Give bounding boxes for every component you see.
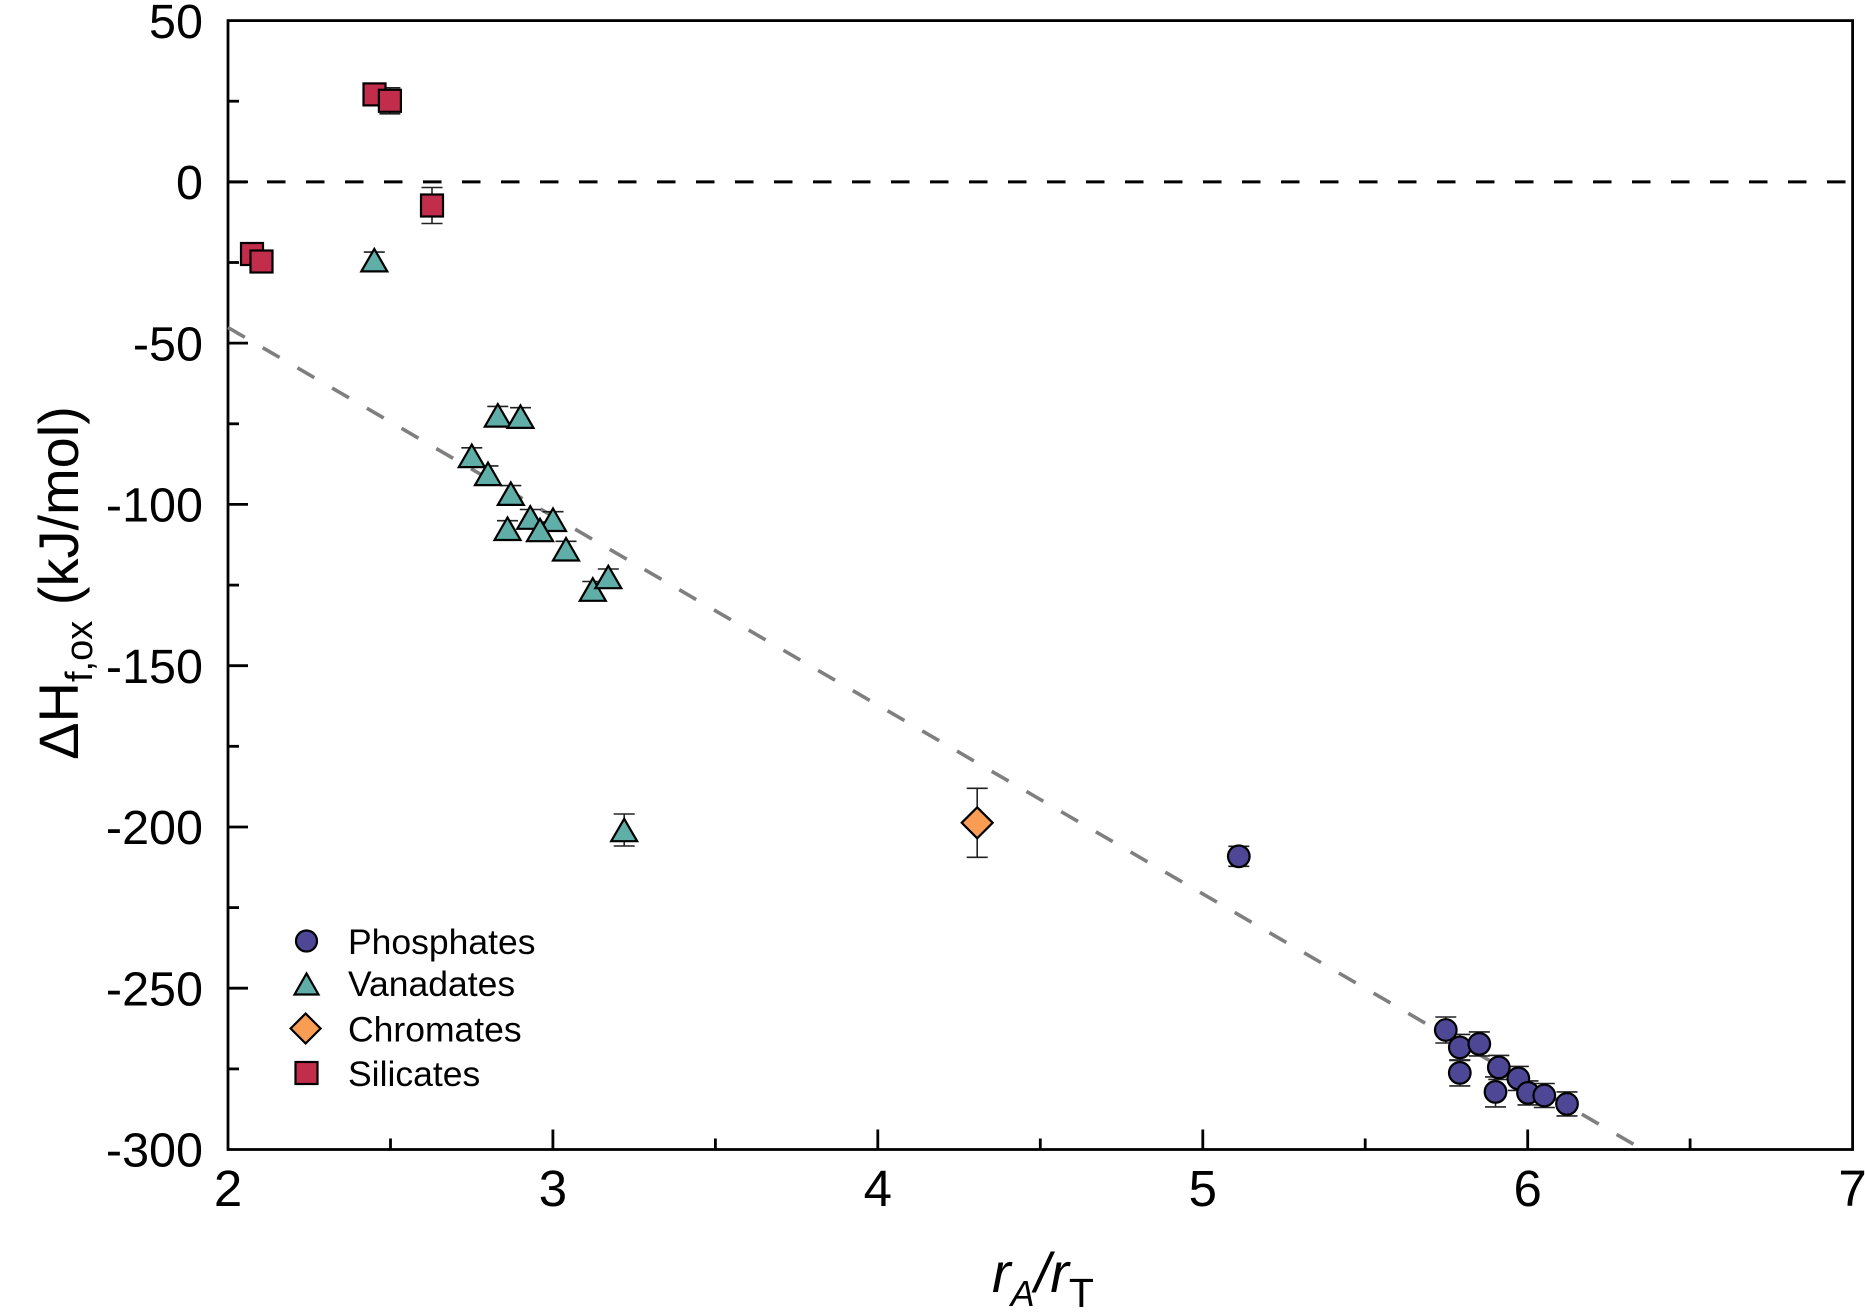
- svg-text:-200: -200: [106, 801, 203, 855]
- svg-text:Vanadates: Vanadates: [348, 964, 515, 1004]
- svg-text:-100: -100: [106, 479, 203, 533]
- svg-text:5: 5: [1189, 1160, 1217, 1217]
- svg-text:Chromates: Chromates: [348, 1010, 522, 1050]
- svg-text:Silicates: Silicates: [348, 1054, 480, 1094]
- svg-text:7: 7: [1838, 1160, 1865, 1217]
- svg-text:2: 2: [214, 1160, 242, 1217]
- svg-text:rA/rT: rA/rT: [992, 1241, 1094, 1310]
- svg-text:Phosphates: Phosphates: [348, 922, 536, 962]
- svg-text:-150: -150: [106, 640, 203, 694]
- svg-text:50: 50: [149, 0, 203, 49]
- svg-text:-300: -300: [106, 1124, 203, 1178]
- svg-text:3: 3: [539, 1160, 567, 1217]
- svg-text:ΔHf,ox (kJ/mol): ΔHf,ox (kJ/mol): [27, 406, 101, 760]
- svg-text:-50: -50: [133, 317, 203, 371]
- svg-text:-250: -250: [106, 962, 203, 1016]
- svg-text:6: 6: [1514, 1160, 1542, 1217]
- svg-text:4: 4: [864, 1160, 892, 1217]
- svg-text:0: 0: [176, 156, 203, 210]
